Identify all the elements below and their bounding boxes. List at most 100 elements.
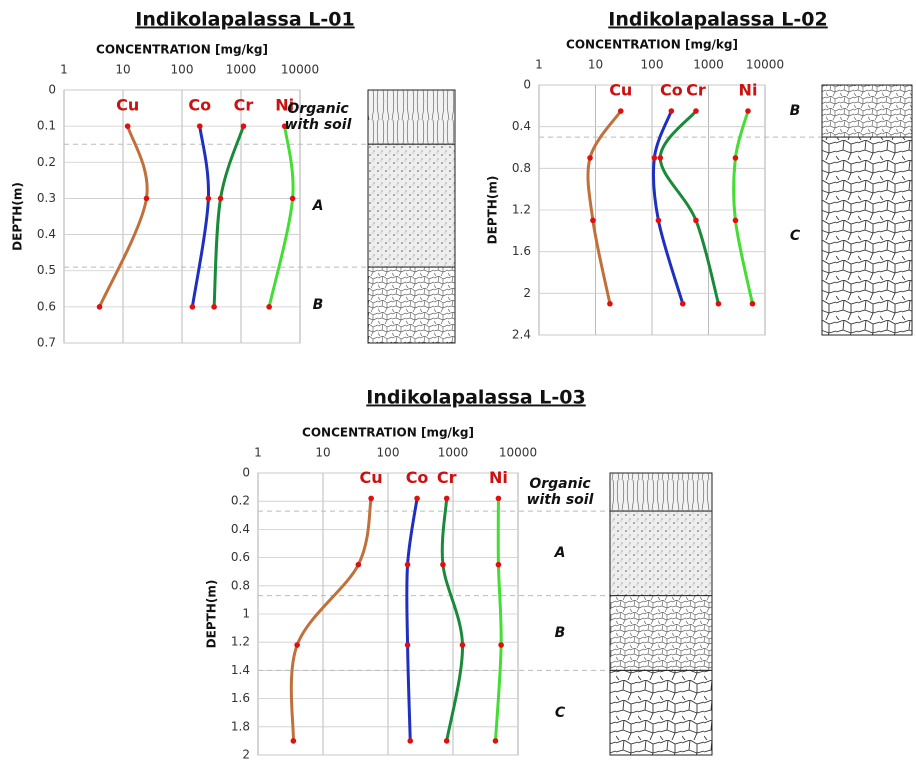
data-point: [655, 217, 662, 224]
horizon-label: Organic with soil: [526, 476, 594, 509]
y-tick-label: 1: [242, 607, 250, 621]
y-tick-label: 0.2: [37, 155, 56, 169]
series-label: Ni: [275, 96, 294, 115]
data-point: [617, 108, 624, 114]
x-axis-label: CONCENTRATION [mg/kg]: [96, 43, 268, 57]
data-point: [143, 195, 150, 202]
data-point: [607, 300, 613, 307]
x-tick-label: 1000: [438, 446, 469, 460]
y-axis-label: DEPTH(m): [205, 580, 219, 649]
series-label: Cr: [234, 96, 254, 115]
data-point: [290, 738, 297, 744]
data-point: [679, 300, 686, 307]
data-point: [492, 738, 499, 744]
data-point: [205, 195, 212, 202]
soil-horizon: [367, 143, 456, 268]
data-point: [498, 642, 504, 648]
data-point: [651, 155, 658, 161]
series-label: Co: [406, 468, 429, 487]
soil-horizon: [609, 472, 713, 512]
data-point: [211, 304, 217, 310]
series-line: [586, 110, 623, 305]
y-tick-label: 0.4: [231, 522, 250, 536]
series-line: [405, 498, 419, 741]
data-point: [590, 217, 596, 224]
data-point: [657, 155, 664, 161]
x-tick-label: 1: [535, 58, 543, 72]
data-point: [443, 495, 450, 502]
series-label: Co: [188, 96, 211, 115]
y-tick-label: 0.8: [512, 161, 531, 175]
x-axis-label: CONCENTRATION [mg/kg]: [566, 38, 738, 52]
series-label: Cr: [686, 81, 706, 100]
y-tick-label: 0.4: [37, 227, 56, 241]
y-tick-label: 1.4: [231, 663, 250, 677]
data-point: [368, 495, 374, 502]
y-tick-label: 0: [523, 78, 531, 92]
soil-horizon: [367, 89, 456, 145]
data-point: [693, 217, 699, 224]
data-point: [459, 642, 466, 648]
x-tick-label: 1: [254, 446, 262, 460]
series-label: Cu: [116, 96, 139, 115]
y-tick-label: 2: [242, 748, 250, 761]
soil-horizon: [367, 266, 456, 344]
data-point: [414, 495, 420, 502]
data-point: [266, 304, 272, 310]
horizon-label: Organic with soil: [284, 101, 352, 134]
x-tick-label: 10: [588, 58, 603, 72]
soil-horizon: [609, 669, 713, 756]
x-tick-label: 10: [115, 63, 130, 77]
data-point: [587, 155, 593, 161]
chart-title: Indikolapalassa L-01: [135, 9, 354, 31]
y-tick-label: 0: [242, 466, 250, 480]
y-tick-label: 0.6: [231, 550, 250, 564]
x-tick-label: 10000: [499, 446, 537, 460]
series-line: [493, 498, 503, 741]
x-tick-label: 10000: [746, 58, 784, 72]
data-point: [294, 642, 300, 648]
horizon-label: A: [554, 545, 566, 562]
horizon-label: B: [554, 625, 566, 642]
data-point: [281, 123, 288, 129]
y-axis-label: DEPTH(m): [486, 176, 500, 245]
series-line: [732, 110, 754, 305]
data-point: [96, 304, 103, 310]
y-tick-label: 0: [48, 83, 56, 97]
data-point: [732, 155, 739, 161]
x-axis-label: CONCENTRATION [mg/kg]: [302, 426, 474, 440]
series-line: [658, 110, 720, 305]
series-label: Cr: [437, 468, 457, 487]
y-tick-label: 0.3: [37, 191, 56, 205]
x-tick-label: 1000: [226, 63, 257, 77]
series-line: [289, 498, 373, 741]
soil-horizon: [821, 136, 913, 336]
data-point: [495, 561, 502, 568]
y-tick-label: 1.6: [512, 244, 531, 258]
y-axis-label: DEPTH(m): [11, 182, 25, 251]
series-line: [440, 498, 464, 742]
data-point: [443, 738, 450, 744]
y-tick-label: 0.5: [37, 263, 56, 277]
y-tick-label: 1.2: [512, 203, 531, 217]
y-tick-label: 0.7: [37, 336, 56, 350]
data-point: [440, 561, 446, 568]
data-point: [407, 738, 414, 744]
horizon-label: B: [789, 103, 801, 120]
x-tick-label: 100: [641, 58, 664, 72]
x-tick-label: 10: [315, 446, 330, 460]
x-tick-label: 1000: [693, 58, 724, 72]
y-tick-label: 0.8: [231, 578, 250, 592]
y-tick-label: 1.8: [231, 719, 250, 733]
soil-horizon: [609, 595, 713, 671]
series-label: Co: [660, 81, 683, 100]
data-point: [289, 195, 296, 202]
y-tick-label: 1.6: [231, 691, 250, 705]
horizon-label: B: [312, 297, 324, 314]
data-point: [217, 195, 224, 202]
series-line: [267, 125, 295, 308]
data-point: [404, 561, 411, 568]
x-tick-label: 1: [60, 63, 68, 77]
data-point: [745, 108, 751, 114]
y-tick-label: 0.1: [37, 119, 56, 133]
